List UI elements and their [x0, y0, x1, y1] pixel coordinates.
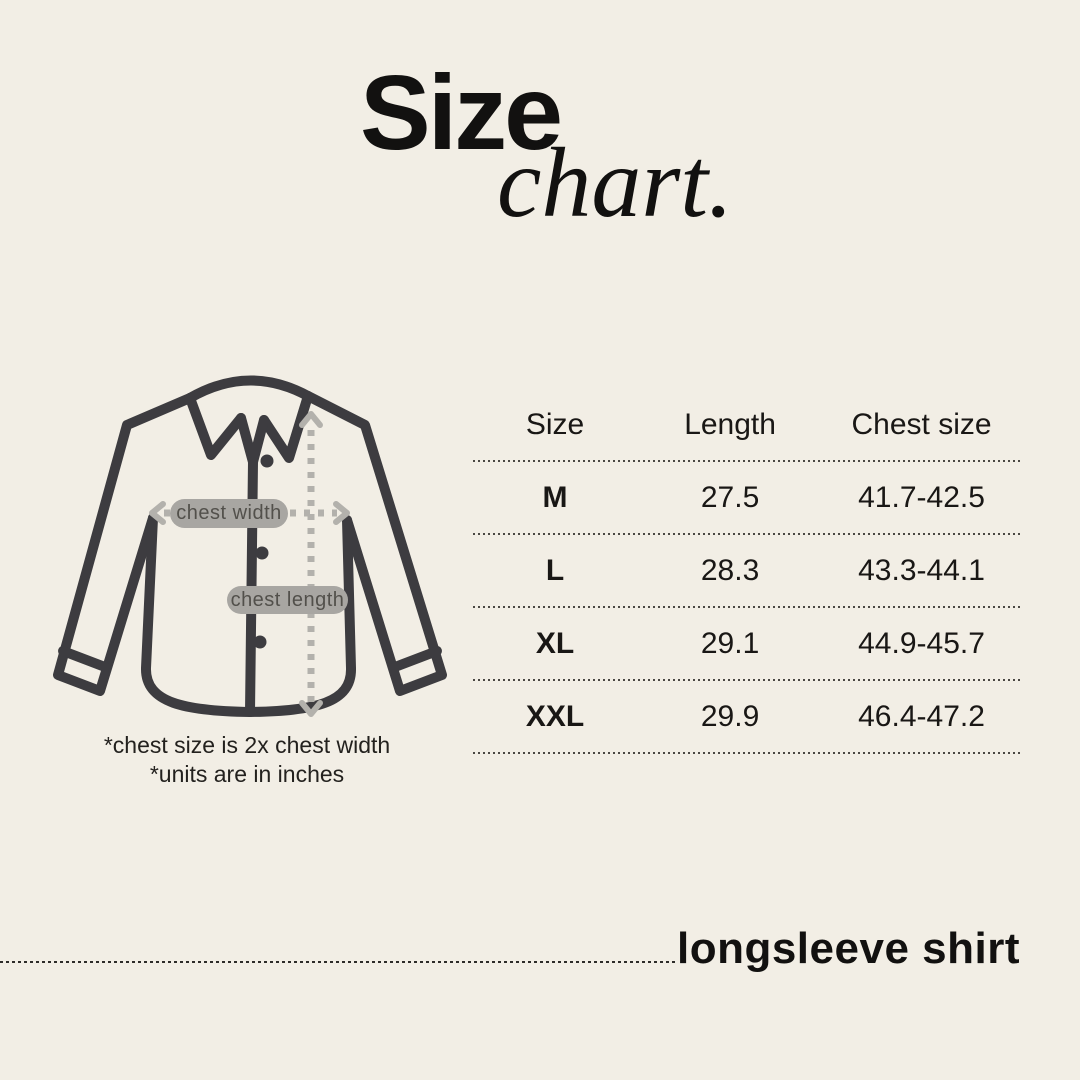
- footer-dotted-rule: [0, 961, 676, 963]
- footnote-chest-size: *chest size is 2x chest width: [103, 732, 391, 758]
- row-divider: [473, 679, 1020, 681]
- footnotes: *chest size is 2x chest width *units are…: [62, 731, 432, 789]
- arrowhead-down-icon: [299, 700, 323, 717]
- arrowhead-up-icon: [299, 411, 323, 428]
- product-name-label: longsleeve shirt: [676, 924, 1020, 973]
- table-row: L 28.3 43.3-44.1: [473, 535, 1020, 606]
- column-header-chest: Chest size: [851, 408, 992, 441]
- table-row: XXL 29.9 46.4-47.2: [473, 681, 1020, 752]
- table-row: M 27.5 41.7-42.5: [473, 462, 1020, 533]
- size-value: XXL: [525, 699, 585, 733]
- length-value: 29.9: [700, 699, 760, 733]
- length-value: 29.1: [700, 626, 760, 660]
- arrowhead-left-icon: [149, 501, 166, 525]
- size-table: Size Length Chest size M 27.5 41.7-42.5 …: [473, 390, 1020, 754]
- row-divider: [473, 752, 1020, 754]
- size-value: XL: [535, 626, 575, 660]
- shirt-line-drawing-icon: [53, 375, 447, 717]
- size-value: M: [542, 480, 568, 514]
- row-divider: [473, 606, 1020, 608]
- longsleeve-shirt-illustration: [50, 350, 480, 740]
- page-title: Size: [360, 54, 563, 172]
- arrowhead-right-icon: [333, 501, 350, 525]
- chest-value: 46.4-47.2: [858, 699, 985, 733]
- column-header-size: Size: [525, 408, 585, 441]
- length-value: 28.3: [700, 553, 760, 587]
- chest-value: 41.7-42.5: [858, 480, 985, 514]
- row-divider: [473, 460, 1020, 462]
- page-title-script: chart.: [497, 127, 734, 238]
- row-divider: [473, 533, 1020, 535]
- length-value: 27.5: [700, 480, 760, 514]
- shirt-buttons: [253, 454, 274, 649]
- column-header-length: Length: [684, 408, 776, 441]
- chest-value: 43.3-44.1: [858, 553, 985, 587]
- table-header-row: Size Length Chest size: [473, 390, 1020, 460]
- table-row: XL 29.1 44.9-45.7: [473, 608, 1020, 679]
- footnote-units: *units are in inches: [149, 761, 345, 787]
- size-value: L: [545, 553, 565, 587]
- chest-value: 44.9-45.7: [858, 626, 985, 660]
- chest-width-label: chest width: [170, 499, 288, 528]
- chest-length-label: chest length: [227, 586, 348, 614]
